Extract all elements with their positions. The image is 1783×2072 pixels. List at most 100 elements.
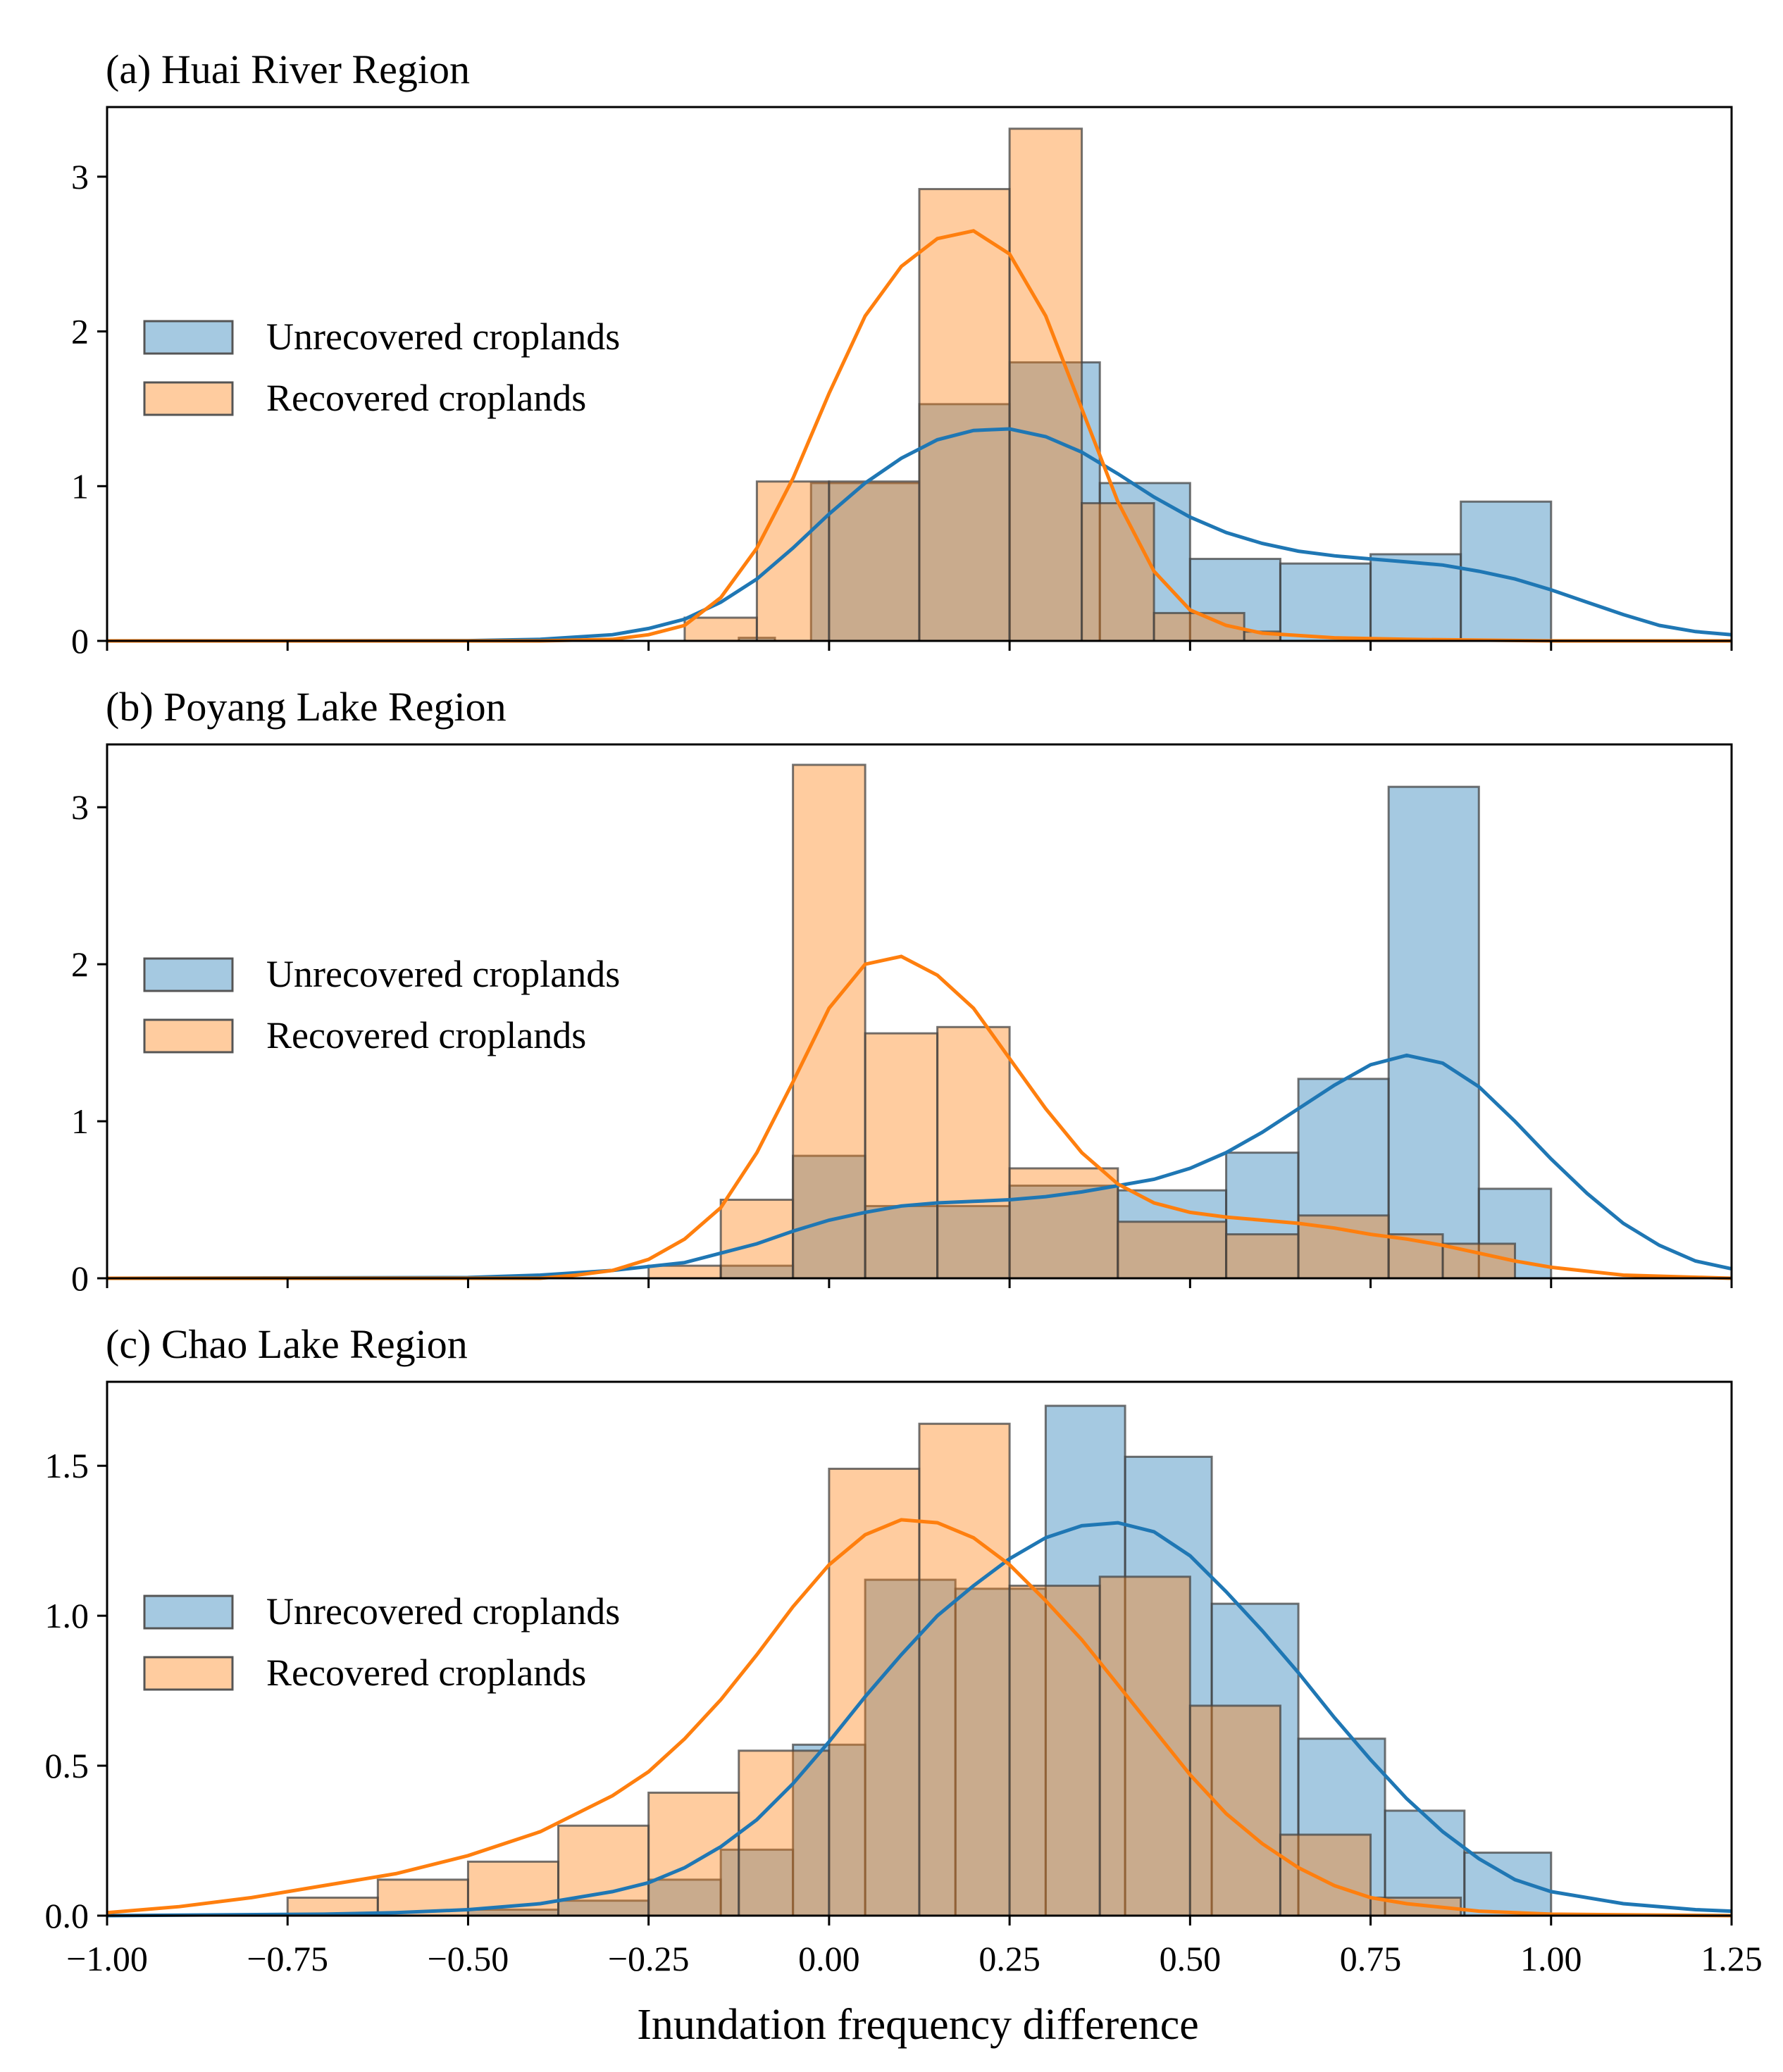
y-tick-label: 0.5 <box>45 1746 89 1785</box>
histogram-bar <box>647 1264 722 1280</box>
histogram-bar <box>557 1824 650 1917</box>
histogram-bar <box>918 1423 1011 1917</box>
legend-label-recovered: Recovered croplands <box>266 377 586 419</box>
histogram-bar <box>1008 1167 1119 1280</box>
y-tick-label: 1.0 <box>45 1596 89 1635</box>
y-tick-label: 3 <box>71 787 89 827</box>
histogram-bar <box>647 1791 740 1917</box>
y-tick-label: 1 <box>71 466 89 506</box>
x-axis-tick-labels: −1.00 −0.75 −0.50 −0.25 0.00 0.25 0.50 0.75 1.00… <box>66 1939 1763 1978</box>
axes-frame <box>106 106 1733 642</box>
y-tick-label: 1 <box>71 1101 89 1141</box>
x-axis-ticks <box>106 1916 1733 1926</box>
panel-title: (a) Huai River Region <box>106 46 470 92</box>
histogram-bar <box>1225 1233 1300 1280</box>
histogram-bar <box>1369 553 1462 642</box>
histogram-bar <box>828 1467 921 1917</box>
unrecovered-bars <box>719 785 1553 1280</box>
histogram-bar <box>1081 501 1155 642</box>
histogram-bar <box>1463 1852 1553 1917</box>
histogram-bar <box>719 1199 795 1280</box>
y-axis: 0 1 2 3 <box>71 157 107 661</box>
histogram-bar <box>755 480 831 642</box>
recovered-bars <box>683 127 1281 642</box>
histogram-bar <box>1117 1221 1228 1280</box>
legend-swatch-recovered <box>143 1656 234 1691</box>
legend-label-unrecovered: Unrecovered croplands <box>266 316 620 358</box>
legend: Unrecovered croplands Recovered cropland… <box>143 316 620 419</box>
histogram-bar <box>936 1025 1011 1280</box>
legend-swatch-unrecovered <box>143 320 234 355</box>
histogram-bar <box>864 1578 957 1917</box>
legend-swatch-unrecovered <box>143 1594 234 1630</box>
legend-swatch-unrecovered <box>143 957 234 992</box>
histogram-bar <box>864 1032 939 1280</box>
recovered-kde-line <box>107 229 1732 643</box>
legend-swatch-recovered <box>143 1018 234 1054</box>
x-tick-label: −0.25 <box>608 1939 690 1978</box>
x-axis-label: Inundation frequency difference <box>637 2001 1199 2049</box>
y-tick-label: 3 <box>71 157 89 196</box>
x-axis-ticks <box>106 641 1733 651</box>
legend-label-recovered: Recovered croplands <box>266 1652 586 1694</box>
y-axis: 0.0 0.5 1.0 1.5 <box>45 1446 107 1935</box>
histogram-bar <box>683 616 758 642</box>
histogram-bar <box>792 763 866 1280</box>
unrecovered-kde-line <box>106 1521 1732 1918</box>
unrecovered-kde-line <box>106 1053 1732 1280</box>
y-tick-label: 1.5 <box>45 1446 89 1485</box>
x-axis-ticks <box>106 1278 1733 1288</box>
histogram-bar <box>1008 1585 1101 1917</box>
recovered-kde-line <box>107 954 1732 1280</box>
x-tick-label: −1.00 <box>66 1939 148 1978</box>
histogram-bar <box>1044 1404 1126 1917</box>
panel-b: (b) Poyang Lake Region 0 1 2 3 Unrecovered … <box>71 684 1733 1298</box>
y-tick-label: 0.0 <box>45 1896 89 1935</box>
recovered-kde-line <box>106 1518 1732 1918</box>
y-axis: 0 1 2 3 <box>71 787 107 1298</box>
axes-frame <box>106 743 1733 1280</box>
x-tick-label: −0.50 <box>428 1939 509 1978</box>
x-tick-label: 0.00 <box>798 1939 860 1978</box>
histogram-bar <box>1225 1152 1300 1280</box>
y-tick-label: 2 <box>71 944 89 984</box>
panel-title: (b) Poyang Lake Region <box>106 684 507 730</box>
histogram-bar <box>1279 1833 1372 1917</box>
recovered-bars <box>286 1423 1462 1917</box>
recovered-bars <box>647 763 1517 1280</box>
histogram-bar <box>1279 562 1372 642</box>
x-tick-label: −0.75 <box>247 1939 328 1978</box>
axes-frame <box>106 1380 1733 1917</box>
legend-label-unrecovered: Unrecovered croplands <box>266 953 620 995</box>
x-tick-label: 1.25 <box>1701 1939 1763 1978</box>
panel-title: (c) Chao Lake Region <box>106 1321 468 1367</box>
histogram-bar <box>1387 785 1480 1280</box>
unrecovered-bars <box>738 361 1553 642</box>
histogram-bar <box>1188 1704 1281 1917</box>
histogram-bar <box>1098 1575 1191 1917</box>
panel-c: (c) Chao Lake Region 0.0 0.5 1.0 1.5 Unreco… <box>45 1321 1733 1935</box>
histogram-bar <box>1124 1455 1213 1917</box>
x-tick-label: 1.00 <box>1520 1939 1582 1978</box>
legend-label-recovered: Recovered croplands <box>266 1014 586 1056</box>
unrecovered-bars <box>466 1404 1553 1917</box>
x-tick-label: 0.25 <box>979 1939 1040 1978</box>
y-tick-label: 2 <box>71 312 89 351</box>
y-tick-label: 0 <box>71 1259 89 1298</box>
legend: Unrecovered croplands Recovered cropland… <box>143 1590 620 1694</box>
legend: Unrecovered croplands Recovered cropland… <box>143 953 620 1056</box>
x-tick-label: 0.50 <box>1160 1939 1222 1978</box>
histogram-bar <box>954 1587 1047 1917</box>
histogram-bar <box>738 1749 831 1917</box>
histogram-bar <box>1008 127 1083 642</box>
histogram-bar <box>1008 1184 1119 1280</box>
legend-swatch-recovered <box>143 381 234 416</box>
histogram-bar <box>828 480 921 642</box>
x-tick-label: 0.75 <box>1340 1939 1402 1978</box>
panel-a: (a) Huai River Region 0 1 2 3 Unrecovered c… <box>71 46 1733 661</box>
histogram-bar <box>918 187 1011 642</box>
y-tick-label: 0 <box>71 621 89 661</box>
histogram-bar <box>647 1878 722 1917</box>
legend-label-unrecovered: Unrecovered croplands <box>266 1590 620 1633</box>
